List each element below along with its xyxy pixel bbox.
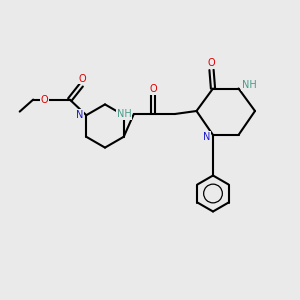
Text: N: N	[203, 131, 211, 142]
Text: O: O	[79, 74, 86, 84]
Text: O: O	[208, 58, 215, 68]
Text: N: N	[76, 110, 83, 120]
Text: NH: NH	[117, 109, 131, 119]
Text: O: O	[40, 94, 48, 105]
Text: NH: NH	[242, 80, 256, 90]
Text: O: O	[149, 84, 157, 94]
